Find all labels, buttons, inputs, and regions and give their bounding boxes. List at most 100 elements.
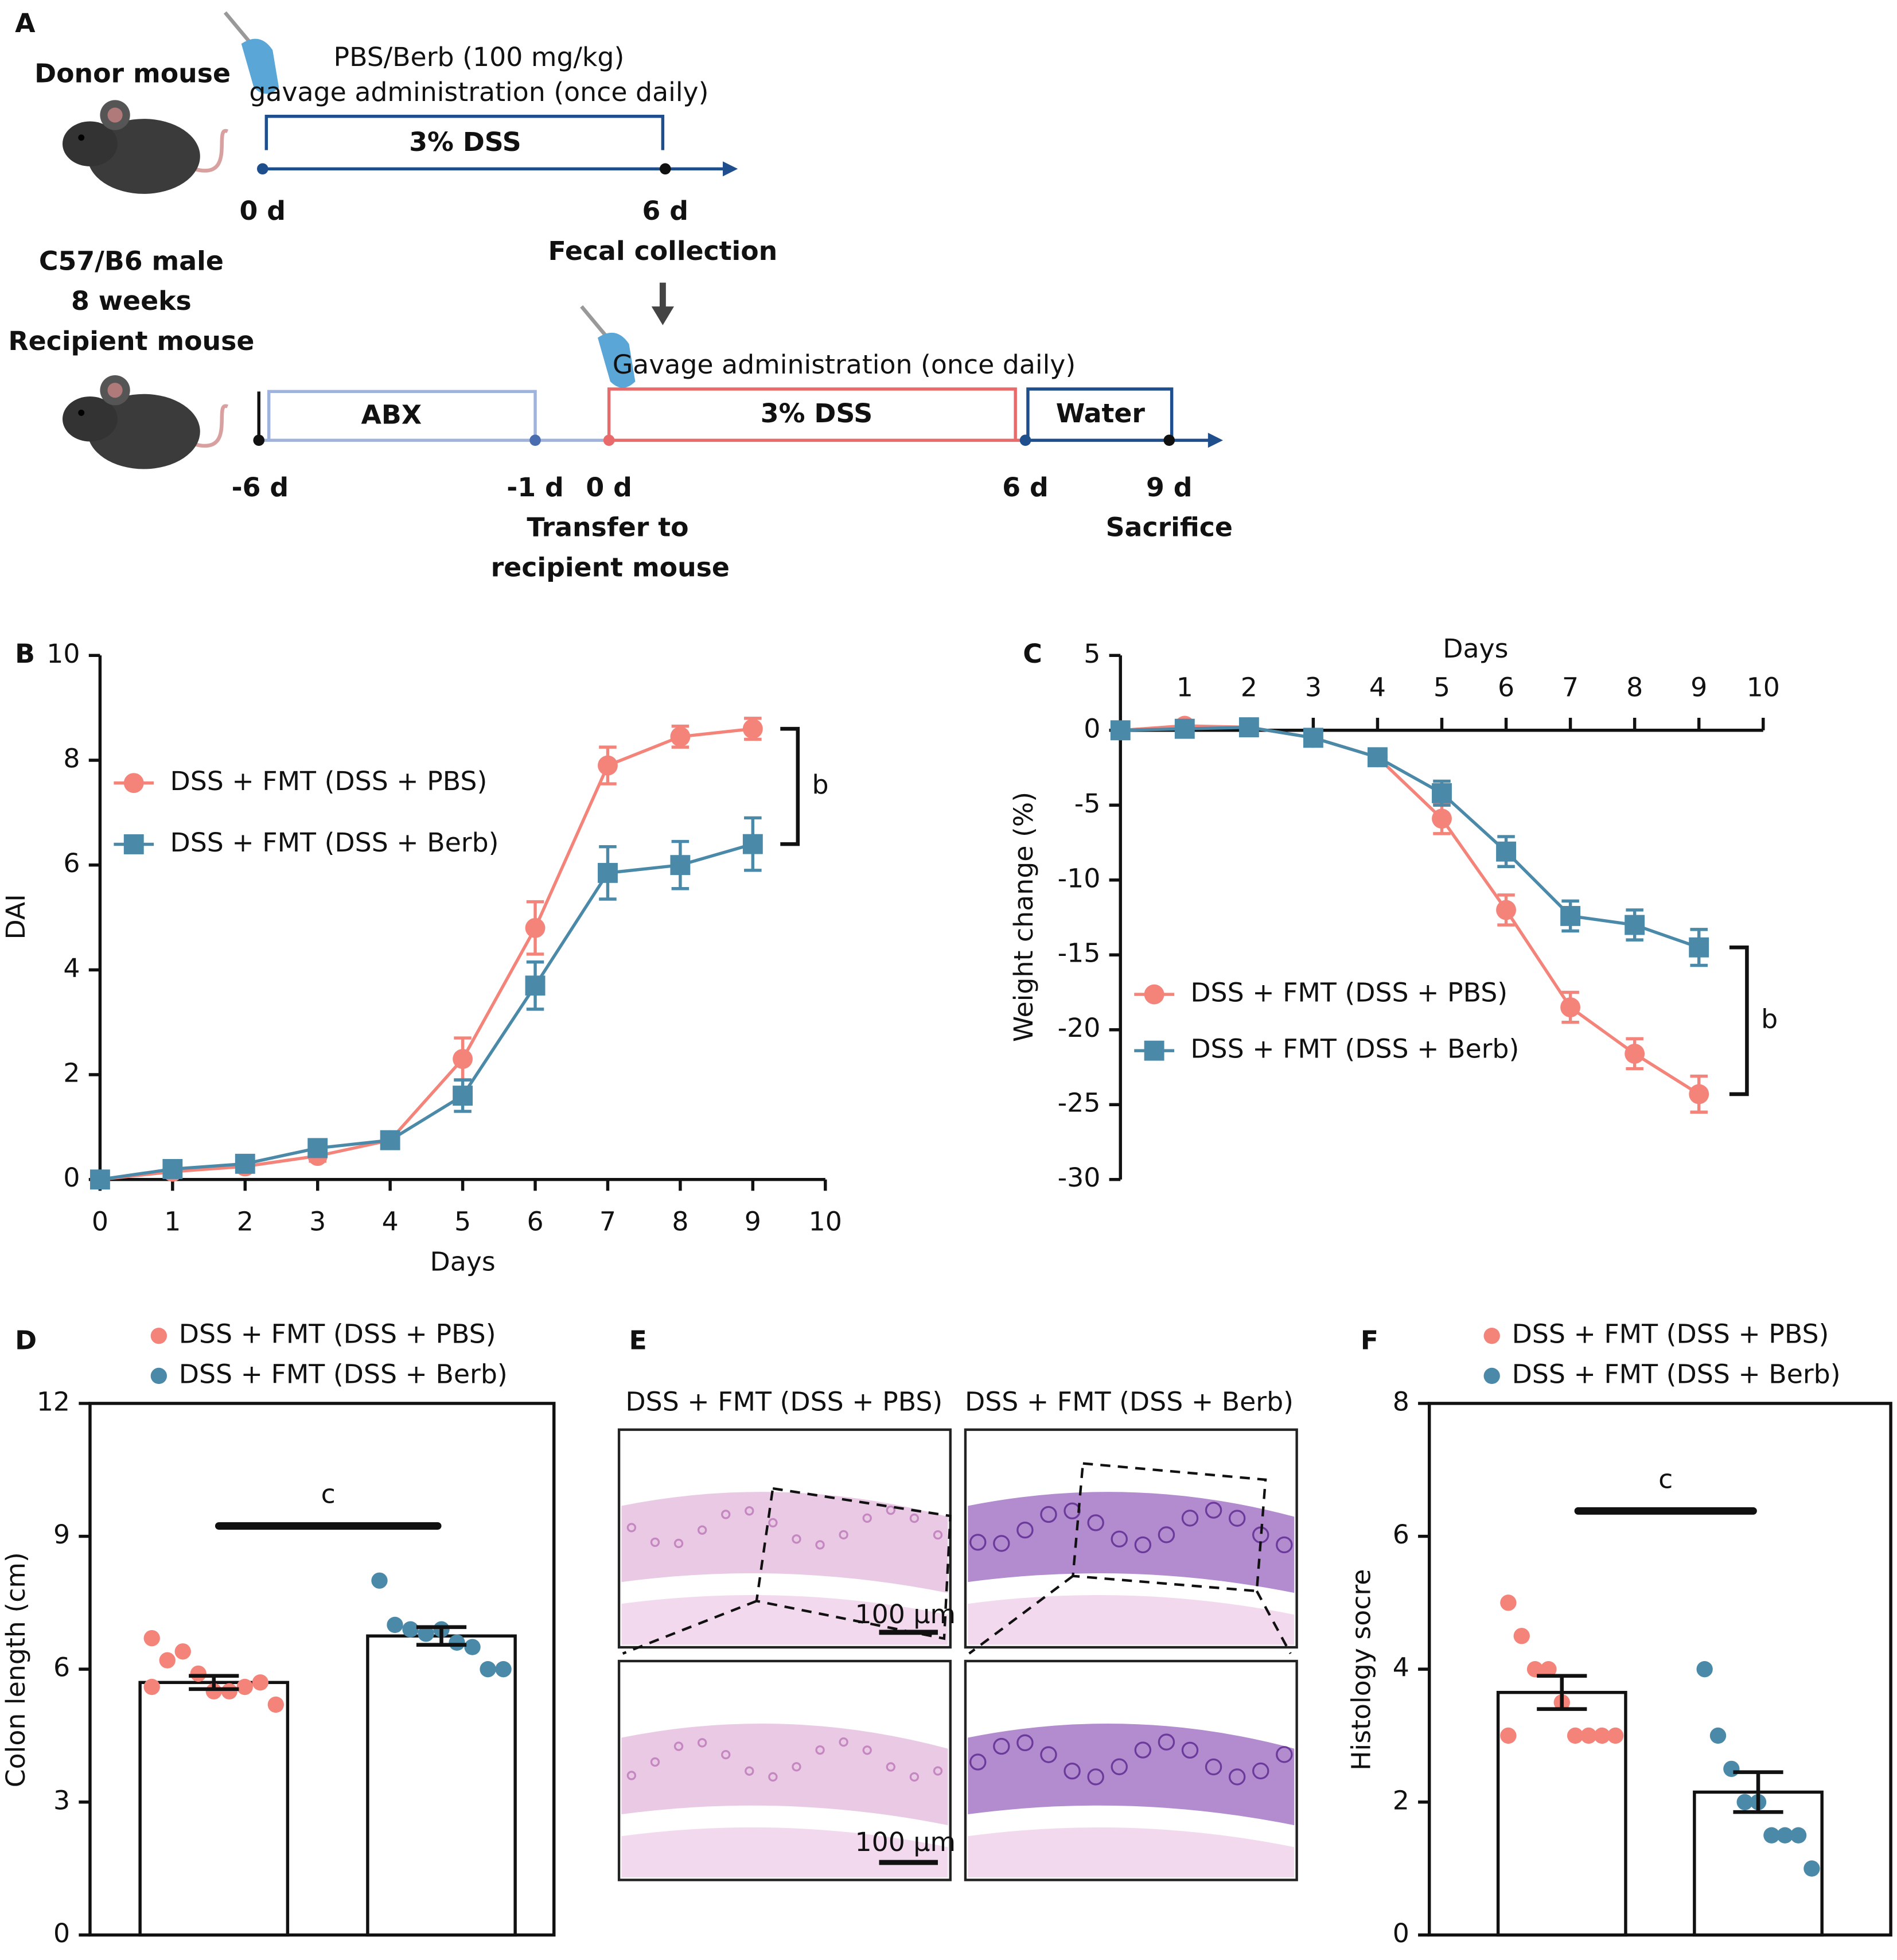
- data-point: [480, 1660, 496, 1678]
- marker: [742, 834, 763, 854]
- cell-detail: [1016, 1521, 1034, 1539]
- label: C57/B6 male: [39, 246, 224, 276]
- data-point: [1500, 1595, 1517, 1611]
- cell-detail: [792, 1762, 801, 1772]
- cell-detail: [673, 1741, 684, 1751]
- x-tick-label: 7: [1562, 672, 1579, 702]
- significance-label: c: [321, 1479, 336, 1510]
- cell-detail: [1134, 1741, 1152, 1759]
- timepoint-dot: [1163, 434, 1175, 446]
- cell-detail: [768, 1518, 778, 1528]
- marker: [1432, 783, 1452, 803]
- tissue: [621, 1595, 948, 1645]
- x-tick-label: 8: [1626, 672, 1643, 702]
- y-tick-label: 6: [1393, 1519, 1409, 1550]
- cell-detail: [1228, 1768, 1246, 1786]
- y-tick-label: 3: [53, 1785, 70, 1815]
- zoom-line: [622, 1600, 757, 1655]
- data-point: [1777, 1827, 1793, 1844]
- x-tick-label: 2: [1241, 672, 1257, 702]
- cell-detail: [993, 1535, 1010, 1552]
- water-box: [1026, 387, 1174, 441]
- data-point: [418, 1625, 434, 1642]
- label: 6 d: [642, 196, 688, 226]
- cell-detail: [650, 1537, 660, 1547]
- cell-detail: [909, 1772, 920, 1782]
- legend-label: DSS + FMT (DSS + Berb): [179, 1359, 508, 1389]
- cell-detail: [969, 1534, 987, 1551]
- series-line: [100, 842, 754, 1181]
- panel-label: C: [1023, 639, 1042, 669]
- cell-detail: [1016, 1734, 1034, 1752]
- label: PBS/Berb (100 mg/kg): [334, 42, 625, 72]
- timepoint-dot: [256, 163, 268, 175]
- label: 8 weeks: [71, 286, 192, 316]
- data-point: [143, 1630, 160, 1647]
- error-bar: [1733, 1770, 1783, 1814]
- marker: [1174, 718, 1195, 739]
- error-bar: [189, 1674, 239, 1691]
- cell-detail: [768, 1772, 778, 1782]
- panel-label: E: [629, 1325, 647, 1356]
- data-point: [174, 1643, 191, 1660]
- marker: [453, 1086, 473, 1106]
- marker: [1625, 915, 1645, 935]
- error-bar: [1537, 1674, 1587, 1711]
- glove: [241, 38, 279, 94]
- marker: [670, 855, 691, 876]
- legend-label: DSS + FMT (DSS + PBS): [170, 766, 487, 796]
- cell-detail: [993, 1737, 1010, 1755]
- marker: [1144, 1040, 1164, 1061]
- y-tick-label: 5: [1084, 639, 1100, 669]
- data-point: [1709, 1727, 1727, 1744]
- label: 0 d: [240, 196, 286, 226]
- cell-detail: [1181, 1510, 1199, 1527]
- y-tick-label: 2: [63, 1058, 80, 1088]
- y-axis-label: Colon length (cm): [1, 1552, 31, 1787]
- marker: [162, 1158, 183, 1179]
- cell-detail: [969, 1753, 987, 1771]
- y-tick-label: 0: [63, 1162, 80, 1193]
- marker: [123, 834, 144, 854]
- data-point: [1594, 1727, 1610, 1744]
- cell-detail: [1111, 1530, 1128, 1548]
- cell-detail: [1276, 1536, 1293, 1554]
- tissue: [968, 1723, 1295, 1826]
- cell-detail: [886, 1505, 895, 1515]
- legend-marker: [150, 1367, 168, 1385]
- marker: [525, 917, 546, 938]
- y-tick-label: -10: [1058, 863, 1101, 893]
- data-point: [221, 1683, 237, 1700]
- x-tick-label: 4: [1369, 672, 1386, 702]
- timepoint-dot: [529, 434, 541, 446]
- x-tick-label: 10: [809, 1207, 842, 1237]
- cell-detail: [745, 1766, 754, 1776]
- data-point: [236, 1678, 253, 1695]
- data-point: [402, 1621, 419, 1638]
- data-point: [387, 1616, 403, 1634]
- marker: [1560, 905, 1581, 926]
- y-axis-label: Weight change (%): [1008, 792, 1039, 1042]
- legend-label: DSS + FMT (DSS + Berb): [1190, 1034, 1519, 1064]
- cell-detail: [933, 1766, 943, 1776]
- cell-detail: [1205, 1758, 1222, 1776]
- bar: [1496, 1690, 1627, 1937]
- timepoint-dot: [253, 434, 265, 446]
- marker: [598, 755, 618, 776]
- bar: [366, 1634, 517, 1937]
- legend-marker: [1483, 1328, 1500, 1344]
- x-tick-label: 6: [1498, 672, 1514, 702]
- y-tick-label: 12: [37, 1386, 70, 1417]
- glove: [598, 332, 636, 388]
- x-tick-label: 3: [1305, 672, 1322, 702]
- y-tick-label: 4: [63, 953, 80, 983]
- data-point: [143, 1678, 160, 1695]
- panel-label: A: [15, 8, 36, 38]
- marker: [670, 726, 691, 747]
- series-line: [100, 727, 753, 1181]
- timepoint-dot: [603, 434, 615, 446]
- significance-label: b: [1761, 1004, 1778, 1035]
- error-bar: [416, 1625, 467, 1647]
- mouse-eye: [78, 409, 85, 416]
- data-point: [252, 1674, 268, 1691]
